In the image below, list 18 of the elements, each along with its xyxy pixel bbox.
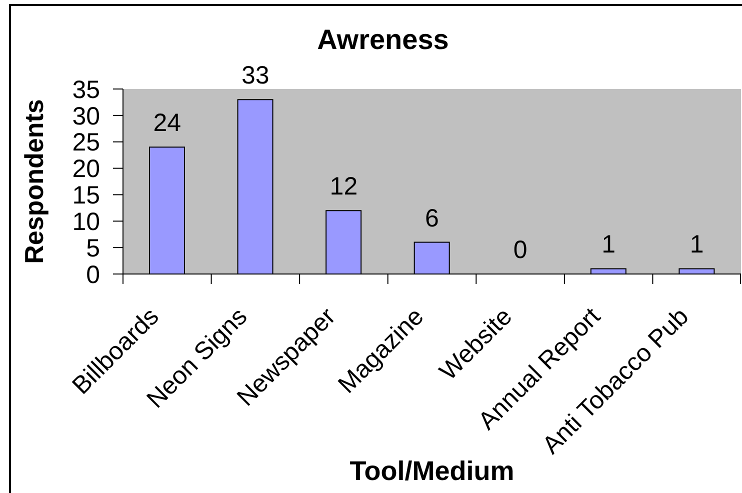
y-tick-label: 25	[72, 128, 100, 157]
data-label: 24	[153, 109, 182, 138]
data-label: 12	[330, 172, 358, 201]
y-tick-label: 5	[86, 234, 100, 262]
y-tick-label: 0	[86, 260, 100, 289]
y-tick-label: 20	[72, 155, 100, 184]
y-axis-title: Respondents	[19, 99, 49, 264]
data-label: 1	[690, 230, 704, 259]
data-label: 33	[242, 62, 270, 90]
data-label: 6	[425, 204, 439, 232]
chart-title: Awreness	[316, 24, 450, 55]
data-label: 1	[602, 230, 616, 259]
data-label: 0	[513, 236, 528, 264]
y-tick-label: 30	[72, 102, 100, 130]
x-axis-title: Tool/Medium	[350, 456, 514, 486]
y-tick-label: 10	[72, 208, 100, 236]
y-tick-label: 15	[72, 182, 100, 210]
y-tick-label: 35	[72, 76, 100, 104]
